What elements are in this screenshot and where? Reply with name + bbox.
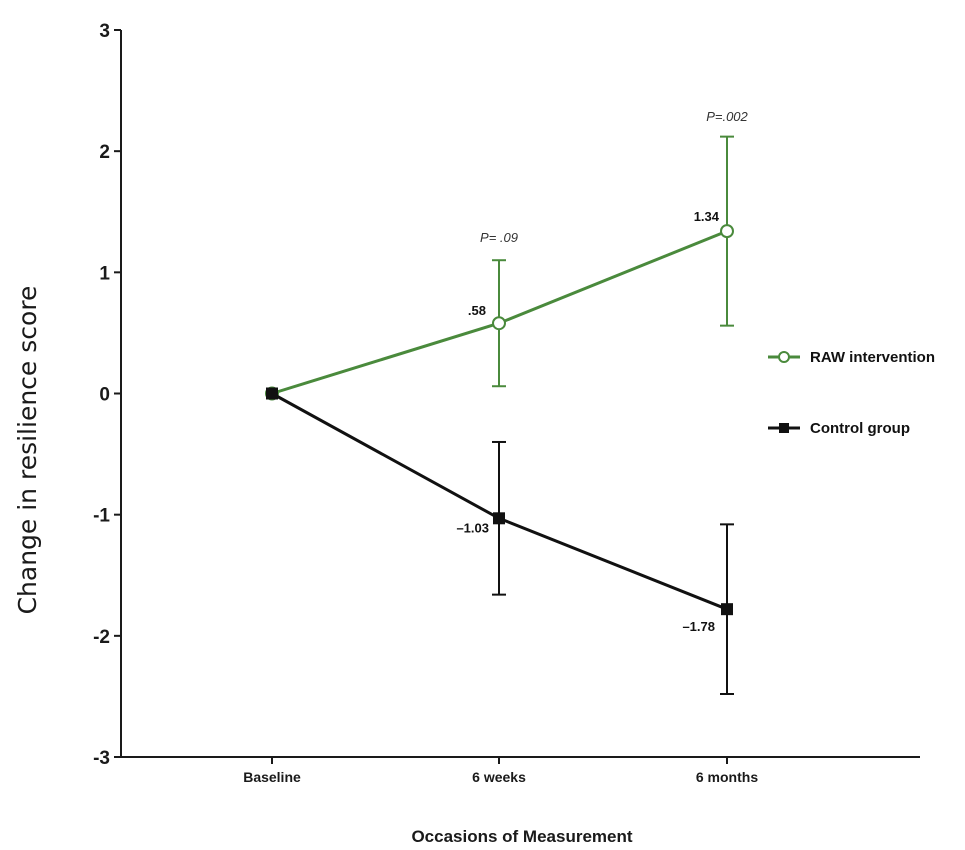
data-point — [266, 387, 278, 400]
series-layer — [265, 135, 734, 695]
series-1 — [266, 387, 734, 695]
p-value-prefix: P — [706, 109, 715, 124]
data-point — [721, 603, 733, 616]
legend-item: RAW intervention — [768, 349, 935, 366]
x-tick-label: 6 weeks — [472, 769, 526, 785]
p-value-annotation: P= .09 — [480, 230, 518, 245]
p-value-prefix: P — [480, 230, 489, 245]
y-tick-label: -2 — [93, 627, 110, 648]
labels-layer: .581.34–1.03–1.78P= .09P=.002 — [456, 109, 748, 634]
y-tick-label: 1 — [99, 263, 110, 284]
p-value-annotation: P=.002 — [706, 109, 748, 124]
x-tick-label: 6 months — [696, 769, 758, 785]
legend-item: Control group — [768, 420, 910, 437]
series-0 — [265, 135, 734, 401]
p-value-text: =.002 — [715, 109, 749, 124]
x-tick-label: Baseline — [243, 769, 301, 785]
axes: 3 2 1 0 -1 -2 -3 Baseline 6 weeks 6 months — [93, 21, 920, 785]
y-tick-label: 0 — [99, 385, 110, 406]
data-label: –1.03 — [456, 520, 489, 535]
y-axis-title: Change in resilience score — [13, 286, 42, 615]
data-label: .58 — [468, 303, 486, 318]
legend-label: RAW intervention — [810, 349, 935, 366]
y-tick-label: 2 — [99, 142, 110, 163]
data-label: 1.34 — [694, 209, 720, 224]
legend-marker — [778, 351, 790, 363]
x-axis-title: Occasions of Measurement — [411, 827, 632, 846]
y-tick-label: 3 — [99, 21, 110, 42]
data-point — [492, 316, 506, 331]
p-value-text: = .09 — [489, 230, 518, 245]
y-tick-label: -3 — [93, 748, 110, 769]
legend: RAW intervention Control group — [768, 349, 935, 437]
y-tick-label: -1 — [93, 506, 110, 527]
data-label: –1.78 — [682, 619, 715, 634]
data-point — [720, 224, 734, 239]
legend-label: Control group — [810, 420, 910, 437]
legend-marker — [779, 423, 789, 433]
data-point — [493, 512, 505, 525]
